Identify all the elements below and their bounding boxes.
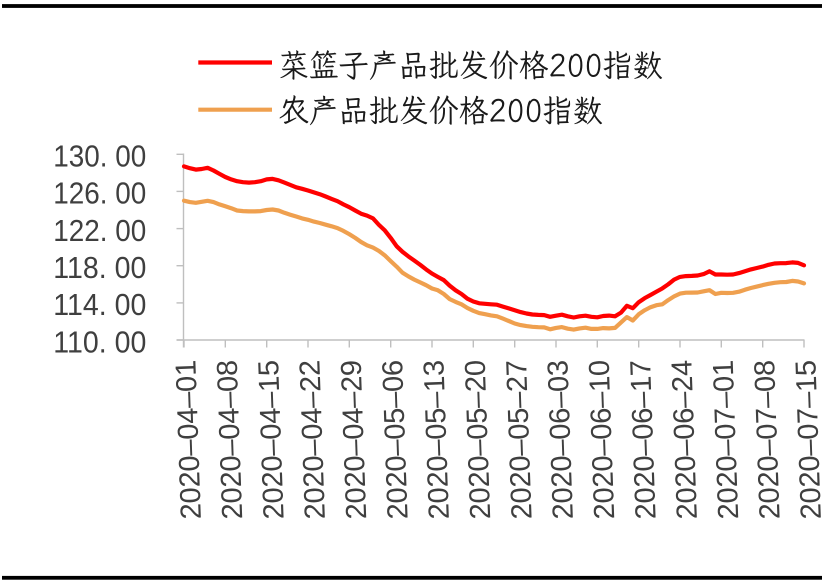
svg-text:2020–06–03: 2020–06–03 bbox=[542, 360, 580, 520]
svg-text:130. 00: 130. 00 bbox=[53, 140, 146, 174]
svg-text:2020–06–17: 2020–06–17 bbox=[625, 360, 663, 520]
svg-text:2020–06–10: 2020–06–10 bbox=[584, 360, 622, 520]
svg-text:110. 00: 110. 00 bbox=[53, 325, 146, 359]
svg-text:114. 00: 114. 00 bbox=[53, 288, 146, 322]
svg-text:126. 00: 126. 00 bbox=[53, 177, 146, 211]
svg-text:2020–04–22: 2020–04–22 bbox=[294, 360, 332, 520]
svg-text:2020–04–29: 2020–04–29 bbox=[336, 360, 374, 520]
svg-text:2020–04–01: 2020–04–01 bbox=[170, 360, 208, 520]
svg-text:118. 00: 118. 00 bbox=[53, 251, 146, 285]
svg-text:122. 00: 122. 00 bbox=[53, 214, 146, 248]
svg-text:2020–05–13: 2020–05–13 bbox=[418, 360, 456, 520]
svg-text:2020–07–15: 2020–07–15 bbox=[790, 360, 828, 520]
svg-text:2020–05–20: 2020–05–20 bbox=[460, 360, 498, 520]
svg-text:2020–04–08: 2020–04–08 bbox=[212, 360, 250, 520]
svg-text:2020–04–15: 2020–04–15 bbox=[253, 360, 291, 520]
svg-text:2020–07–08: 2020–07–08 bbox=[749, 360, 787, 520]
svg-text:2020–06–24: 2020–06–24 bbox=[666, 359, 704, 519]
svg-text:2020–05–06: 2020–05–06 bbox=[377, 360, 415, 520]
svg-text:2020–07–01: 2020–07–01 bbox=[708, 360, 746, 520]
svg-text:2020–05–27: 2020–05–27 bbox=[501, 360, 539, 520]
